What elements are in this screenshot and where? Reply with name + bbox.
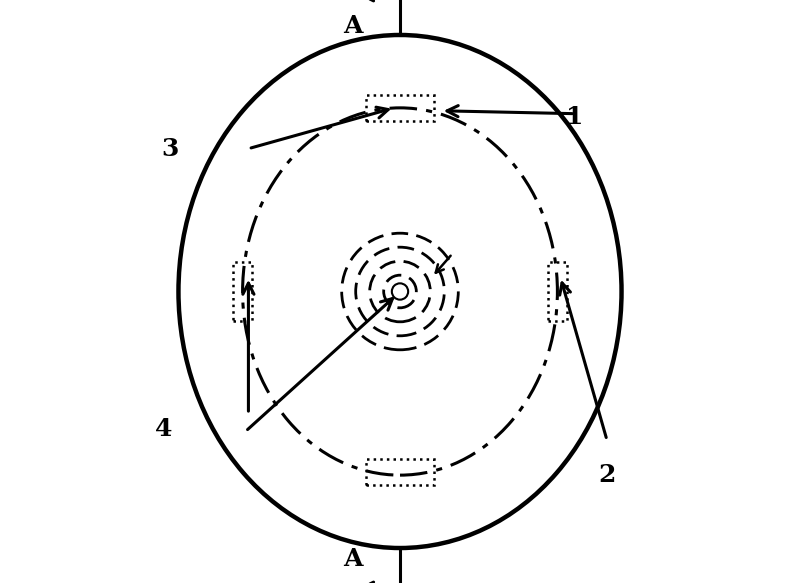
Text: A: A [344, 14, 363, 38]
Bar [366, 459, 434, 485]
Bar [548, 262, 566, 321]
Text: 3: 3 [161, 136, 178, 161]
Text: 1: 1 [566, 104, 583, 129]
Text: A: A [344, 546, 363, 571]
Bar [234, 262, 252, 321]
Text: 4: 4 [155, 416, 173, 441]
Text: 2: 2 [598, 463, 616, 487]
Bar [366, 94, 434, 121]
